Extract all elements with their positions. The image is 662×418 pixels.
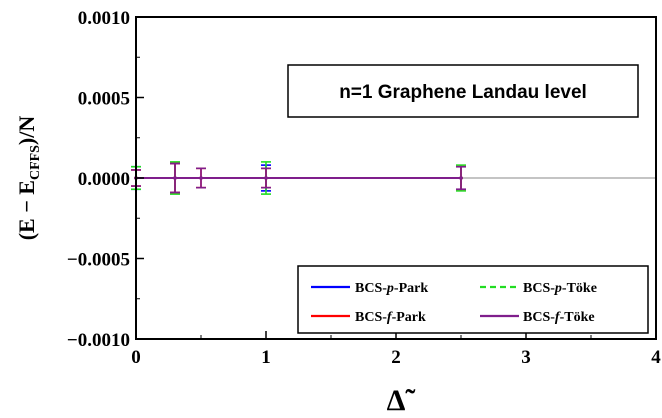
series-3-point-3 bbox=[264, 176, 268, 180]
x-tick-label-1: 1 bbox=[261, 347, 271, 368]
legend-label-2-part-2: -Park bbox=[392, 310, 426, 325]
annotation-box: n=1 Graphene Landau level bbox=[287, 64, 639, 118]
legend-label-1-part-1: p bbox=[554, 281, 562, 296]
legend-label-1-part-2: -Töke bbox=[562, 281, 597, 296]
legend-label-0-part-1: p bbox=[386, 281, 394, 296]
annotation-text: n=1 Graphene Landau level bbox=[339, 82, 587, 103]
y-tick-label-2: 0.0000 bbox=[78, 169, 130, 190]
y-axis-title-prefix: (E − E bbox=[14, 180, 39, 240]
x-tick-label-3: 3 bbox=[521, 347, 531, 368]
y-axis-title-suffix: )/N bbox=[14, 116, 39, 145]
y-tick-label-4: 0.0010 bbox=[78, 8, 130, 29]
x-tick-label-2: 2 bbox=[391, 347, 401, 368]
series-3-point-1 bbox=[173, 176, 177, 180]
x-tick-label-0: 0 bbox=[131, 347, 141, 368]
y-tick-label-3: 0.0005 bbox=[78, 89, 130, 110]
legend-label-0: BCS-p-Park bbox=[355, 281, 428, 296]
legend-label-2-part-0: BCS- bbox=[355, 310, 387, 325]
legend-label-0-part-2: -Park bbox=[394, 281, 428, 296]
legend-label-2: BCS-f-Park bbox=[355, 310, 426, 325]
series-3 bbox=[131, 162, 466, 194]
y-tick-label-0: −0.0010 bbox=[67, 330, 130, 351]
y-axis-title: (E − ECFFS)/N bbox=[14, 116, 43, 241]
legend-label-3: BCS-f-Töke bbox=[523, 310, 595, 325]
legend-label-3-part-1: f bbox=[555, 310, 561, 325]
y-axis-title-subscript: CFFS bbox=[28, 145, 43, 180]
legend-label-0-part-0: BCS- bbox=[355, 281, 387, 296]
legend-frame bbox=[297, 265, 649, 334]
series-3-point-4 bbox=[459, 176, 463, 180]
series-3-point-2 bbox=[199, 176, 203, 180]
legend-label-2-part-1: f bbox=[387, 310, 393, 325]
x-tick-label-4: 4 bbox=[651, 347, 661, 368]
legend-label-3-part-0: BCS- bbox=[523, 310, 555, 325]
y-tick-label-1: −0.0005 bbox=[67, 250, 130, 271]
legend-label-3-part-2: -Töke bbox=[560, 310, 595, 325]
legend-label-1: BCS-p-Töke bbox=[523, 281, 597, 296]
x-axis-title: Δ̃ bbox=[387, 384, 416, 417]
legend-label-1-part-0: BCS- bbox=[523, 281, 555, 296]
